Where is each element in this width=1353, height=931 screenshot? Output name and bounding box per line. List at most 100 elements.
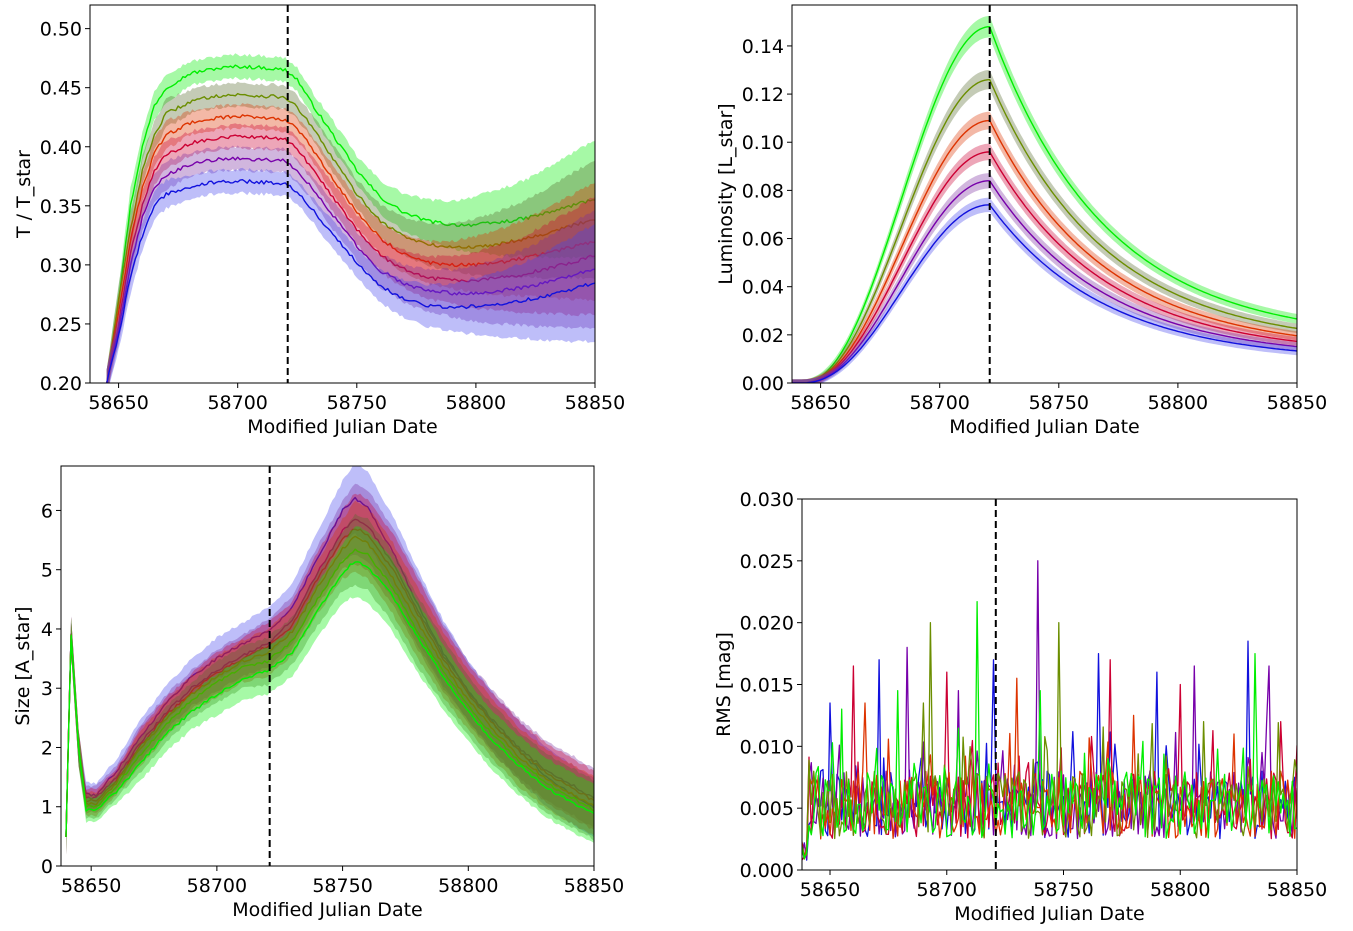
luminosity-line-3 [792, 151, 1297, 383]
temperature-xtick-label: 58700 [207, 392, 267, 414]
luminosity-plot-area [792, 15, 1297, 383]
size-ytick-label: 3 [41, 678, 53, 700]
size-line-2 [65, 528, 594, 838]
temperature-band-0 [106, 53, 595, 383]
luminosity-xtick-label: 58700 [909, 392, 969, 414]
luminosity-band-5 [792, 197, 1297, 383]
luminosity-ytick-label: 0.12 [742, 84, 784, 106]
size-xlabel: Modified Julian Date [232, 899, 422, 921]
temperature-ylabel: T / T_star [13, 150, 35, 239]
rms-ylabel: RMS [mag] [713, 632, 735, 737]
size-line-3 [65, 535, 594, 838]
rms-plot-area [802, 560, 1297, 861]
rms-xtick-label: 58800 [1150, 879, 1210, 901]
size-ytick-label: 4 [41, 619, 53, 641]
size-ytick-label: 5 [41, 560, 53, 582]
luminosity-ytick-label: 0.06 [742, 229, 784, 251]
size-ytick-label: 0 [41, 856, 53, 878]
rms-line-3 [802, 677, 1297, 858]
luminosity-line-5 [792, 204, 1297, 383]
size-plot-area [65, 466, 594, 855]
size-axes-frame [60, 465, 595, 867]
rms-ytick-label: 0.010 [740, 736, 794, 758]
luminosity-ytick-label: 0.02 [742, 325, 784, 347]
luminosity-band-1 [792, 70, 1297, 383]
temperature-line-1 [106, 92, 595, 383]
size-band-5 [66, 526, 594, 855]
size-ylabel: Size [A_star] [12, 606, 34, 725]
rms-ytick-label: 0.005 [740, 798, 794, 820]
rms-xtick-label: 58750 [1033, 879, 1093, 901]
panel-rms: 58650 58700 58750 58800 58850 0.000 0.005 0.010… [713, 489, 1327, 925]
size-line-4 [65, 548, 594, 838]
size-xtick-label: 58700 [187, 875, 247, 897]
luminosity-ytick-label: 0.00 [742, 373, 784, 395]
rms-ytick-label: 0.020 [740, 613, 794, 635]
luminosity-line-0 [792, 26, 1297, 383]
size-band-4 [66, 513, 594, 855]
temperature-plot-area [106, 53, 595, 383]
temperature-axes-frame [89, 4, 596, 384]
rms-xtick-label: 58650 [800, 879, 860, 901]
luminosity-ytick-label: 0.04 [742, 277, 784, 299]
luminosity-ytick-label: 0.14 [742, 36, 784, 58]
temperature-xtick-label: 58850 [565, 392, 625, 414]
luminosity-band-3 [792, 143, 1297, 383]
luminosity-xtick-label: 58650 [790, 392, 850, 414]
temperature-xlabel: Modified Julian Date [247, 416, 437, 438]
panel-temperature: 58650 58700 58750 58800 58850 0.20 0.25 0.30 0.3… [13, 4, 625, 438]
rms-line-5 [802, 600, 1297, 859]
size-ytick-label: 1 [41, 797, 53, 819]
temperature-xtick-label: 58750 [327, 392, 387, 414]
temperature-band-4 [106, 145, 595, 383]
temperature-line-4 [106, 156, 595, 383]
luminosity-band-2 [792, 111, 1297, 383]
size-ytick-label: 6 [41, 500, 53, 522]
rms-xtick-label: 58700 [917, 879, 977, 901]
temperature-band-2 [106, 103, 595, 383]
size-xtick-label: 58850 [564, 875, 624, 897]
temperature-ytick-label: 0.20 [40, 373, 82, 395]
luminosity-ytick-label: 0.08 [742, 180, 784, 202]
temperature-band-3 [106, 123, 595, 383]
luminosity-xtick-label: 58800 [1148, 392, 1208, 414]
luminosity-line-4 [792, 180, 1297, 383]
rms-ytick-label: 0.025 [740, 551, 794, 573]
size-line-5 [65, 561, 594, 838]
size-line-1 [65, 518, 594, 838]
temperature-xtick-label: 58650 [88, 392, 148, 414]
luminosity-xlabel: Modified Julian Date [949, 416, 1139, 438]
luminosity-line-1 [792, 78, 1297, 383]
temperature-band-5 [106, 167, 595, 383]
temperature-ytick-label: 0.25 [40, 314, 82, 336]
luminosity-line-2 [792, 119, 1297, 383]
temperature-ytick-label: 0.45 [40, 78, 82, 100]
rms-ytick-label: 0.015 [740, 675, 794, 697]
temperature-ytick-label: 0.40 [40, 137, 82, 159]
rms-ytick-label: 0.000 [740, 860, 794, 882]
size-band-3 [66, 500, 594, 855]
rms-ytick-label: 0.030 [740, 489, 794, 511]
luminosity-band-4 [792, 173, 1297, 383]
temperature-xtick-label: 58800 [446, 392, 506, 414]
temperature-line-0 [106, 64, 595, 383]
luminosity-xtick-label: 58850 [1267, 392, 1327, 414]
luminosity-xtick-label: 58750 [1029, 392, 1089, 414]
size-xtick-label: 58750 [312, 875, 372, 897]
panel-size: 58650 58700 58750 58800 58850 0 1 2 3 4 5 6 Modified… [12, 465, 624, 921]
temperature-band-1 [106, 81, 595, 383]
temperature-ytick-label: 0.30 [40, 255, 82, 277]
size-ytick-label: 2 [41, 737, 53, 759]
size-band-2 [66, 493, 594, 855]
size-xtick-label: 58800 [438, 875, 498, 897]
temperature-ytick-label: 0.35 [40, 196, 82, 218]
temperature-line-5 [106, 179, 595, 383]
luminosity-ytick-label: 0.10 [742, 132, 784, 154]
temperature-line-2 [106, 114, 595, 383]
size-xtick-label: 58650 [61, 875, 121, 897]
size-band-0 [66, 466, 594, 855]
luminosity-ylabel: Luminosity [L_star] [715, 103, 737, 284]
luminosity-axes-frame [791, 4, 1298, 384]
panel-luminosity: 58650 58700 58750 58800 58850 0.00 0.02 0.04 0.0… [715, 4, 1327, 438]
